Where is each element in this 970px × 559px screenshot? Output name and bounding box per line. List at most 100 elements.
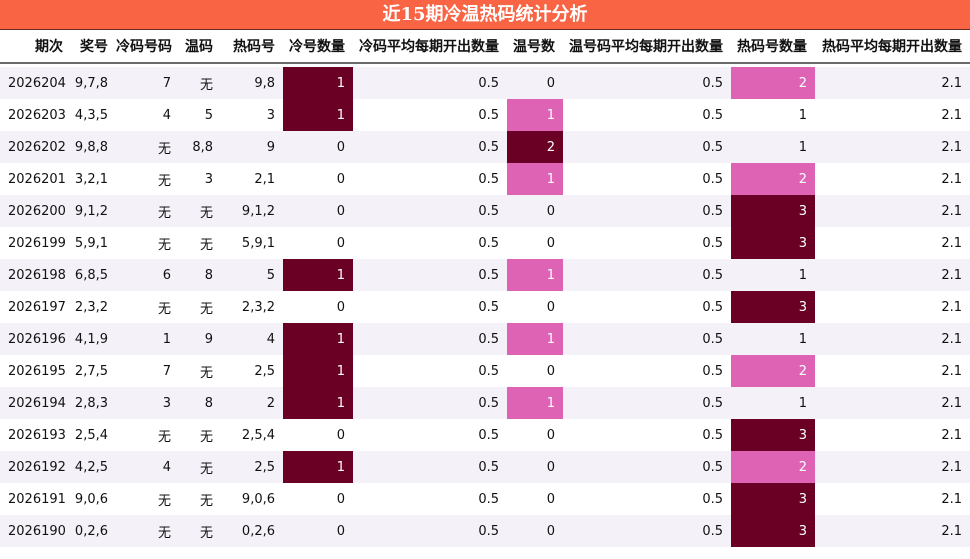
warm-avg-cell: 0.5 — [563, 227, 731, 259]
warm-count-cell: 0 — [507, 291, 563, 323]
award-cell: 9,8,8 — [71, 131, 116, 163]
table-row[interactable]: 2026191 9,0,6 无无 9,0,6 0 0.5 0 0.5 3 2.1 — [0, 483, 970, 515]
hot-numbers-cell: 9 — [221, 131, 283, 163]
table-body: 2026204 9,7,8 7 无 9,8 1 0.5 0 0.5 2 2.1 2026203 4,3,… — [0, 63, 970, 547]
warm-avg-cell: 0.5 — [563, 67, 731, 99]
cold-count-cell: 1 — [283, 99, 353, 131]
period-cell: 2026204 — [0, 67, 71, 99]
hot-avg-cell: 2.1 — [815, 387, 970, 419]
hot-numbers-cell: 2 — [221, 387, 283, 419]
warm-avg-cell: 0.5 — [563, 131, 731, 163]
hot-count-cell: 1 — [731, 323, 815, 355]
period-cell: 2026194 — [0, 387, 71, 419]
warm-count-cell: 0 — [507, 419, 563, 451]
hot-numbers-cell: 9,0,6 — [221, 483, 283, 515]
header-hot-numbers[interactable]: 热码号 — [221, 30, 283, 64]
table-row[interactable]: 2026198 6,8,5 6 8 5 1 0.5 1 0.5 1 2.1 — [0, 259, 970, 291]
hot-numbers-cell: 5,9,1 — [221, 227, 283, 259]
table-row[interactable]: 2026195 2,7,5 7 无 2,5 1 0.5 0 0.5 2 2.1 — [0, 355, 970, 387]
table-row[interactable]: 2026202 9,8,8 无 8,8 9 0 0.5 2 0.5 1 2.1 — [0, 131, 970, 163]
table-row[interactable]: 2026204 9,7,8 7 无 9,8 1 0.5 0 0.5 2 2.1 — [0, 67, 970, 99]
hot-numbers-cell: 0,2,6 — [221, 515, 283, 547]
warm-numbers-cell: 5 — [179, 99, 221, 131]
hot-avg-cell: 2.1 — [815, 451, 970, 483]
table-row[interactable]: 2026201 3,2,1 无 3 2,1 0 0.5 1 0.5 2 2.1 — [0, 163, 970, 195]
hot-avg-cell: 2.1 — [815, 323, 970, 355]
cold-numbers-cell: 无 — [116, 227, 179, 259]
award-cell: 2,8,3 — [71, 387, 116, 419]
cold-avg-cell: 0.5 — [353, 291, 507, 323]
period-cell: 2026191 — [0, 483, 71, 515]
warm-count-cell: 0 — [507, 195, 563, 227]
table-row[interactable]: 2026197 2,3,2 无无 2,3,2 0 0.5 0 0.5 3 2.1 — [0, 291, 970, 323]
table-row[interactable]: 2026192 4,2,5 4 无 2,5 1 0.5 0 0.5 2 2.1 — [0, 451, 970, 483]
header-award[interactable]: 奖号 — [71, 30, 116, 64]
award-cell: 2,3,2 — [71, 291, 116, 323]
hot-numbers-cell: 4 — [221, 323, 283, 355]
warm-count-cell: 1 — [507, 323, 563, 355]
table-row[interactable]: 2026199 5,9,1 无无 5,9,1 0 0.5 0 0.5 3 2.1 — [0, 227, 970, 259]
hot-count-cell: 3 — [731, 227, 815, 259]
table-row[interactable]: 2026194 2,8,3 3 8 2 1 0.5 1 0.5 1 2.1 — [0, 387, 970, 419]
table-row[interactable]: 2026203 4,3,5 4 5 3 1 0.5 1 0.5 1 2.1 — [0, 99, 970, 131]
table-row[interactable]: 2026200 9,1,2 无无 9,1,2 0 0.5 0 0.5 3 2.1 — [0, 195, 970, 227]
award-cell: 0,2,6 — [71, 515, 116, 547]
header-hot-count[interactable]: 热码号数量 — [731, 30, 815, 64]
header-cold-avg[interactable]: 冷码平均每期开出数量 — [353, 30, 507, 64]
warm-count-cell: 2 — [507, 131, 563, 163]
hot-avg-cell: 2.1 — [815, 259, 970, 291]
table-row[interactable]: 2026196 4,1,9 1 9 4 1 0.5 1 0.5 1 2.1 — [0, 323, 970, 355]
award-cell: 9,0,6 — [71, 483, 116, 515]
award-cell: 9,1,2 — [71, 195, 116, 227]
cold-count-cell: 0 — [283, 195, 353, 227]
header-cold-count[interactable]: 冷号数量 — [283, 30, 353, 64]
cold-count-cell: 1 — [283, 323, 353, 355]
cold-count-cell: 0 — [283, 483, 353, 515]
header-warm-avg[interactable]: 温号码平均每期开出数量 — [563, 30, 731, 64]
warm-numbers-cell: 无 — [179, 227, 221, 259]
header-period[interactable]: 期次 — [0, 30, 71, 64]
hot-numbers-cell: 5 — [221, 259, 283, 291]
hot-numbers-cell: 9,1,2 — [221, 195, 283, 227]
warm-avg-cell: 0.5 — [563, 323, 731, 355]
cold-count-cell: 1 — [283, 451, 353, 483]
warm-numbers-cell: 无 — [179, 451, 221, 483]
header-warm-count[interactable]: 温号数 — [507, 30, 563, 64]
period-cell: 2026195 — [0, 355, 71, 387]
warm-numbers-cell: 无 — [179, 419, 221, 451]
warm-count-cell: 1 — [507, 163, 563, 195]
period-cell: 2026201 — [0, 163, 71, 195]
hot-avg-cell: 2.1 — [815, 131, 970, 163]
cold-count-cell: 0 — [283, 515, 353, 547]
header-spacer — [0, 63, 970, 67]
cold-numbers-cell: 1 — [116, 323, 179, 355]
cold-avg-cell: 0.5 — [353, 131, 507, 163]
cold-avg-cell: 0.5 — [353, 483, 507, 515]
cold-avg-cell: 0.5 — [353, 67, 507, 99]
hot-avg-cell: 2.1 — [815, 515, 970, 547]
period-cell: 2026200 — [0, 195, 71, 227]
hot-count-cell: 2 — [731, 163, 815, 195]
header-hot-avg[interactable]: 热码平均每期开出数量 — [815, 30, 970, 64]
header-warm-numbers[interactable]: 温码 — [179, 30, 221, 64]
cold-count-cell: 0 — [283, 291, 353, 323]
cold-numbers-cell: 7 — [116, 67, 179, 99]
table-row[interactable]: 2026190 0,2,6 无无 0,2,6 0 0.5 0 0.5 3 2.1 — [0, 515, 970, 547]
cold-numbers-cell: 无 — [116, 419, 179, 451]
cold-count-cell: 1 — [283, 67, 353, 99]
cold-avg-cell: 0.5 — [353, 451, 507, 483]
hot-avg-cell: 2.1 — [815, 163, 970, 195]
warm-count-cell: 1 — [507, 259, 563, 291]
award-cell: 3,2,1 — [71, 163, 116, 195]
period-cell: 2026190 — [0, 515, 71, 547]
header-cold-numbers[interactable]: 冷码号码 — [116, 30, 179, 64]
warm-numbers-cell: 8,8 — [179, 131, 221, 163]
hot-numbers-cell: 2,1 — [221, 163, 283, 195]
spacer-cell — [0, 63, 970, 67]
warm-count-cell: 0 — [507, 483, 563, 515]
hot-avg-cell: 2.1 — [815, 195, 970, 227]
table-row[interactable]: 2026193 2,5,4 无无 2,5,4 0 0.5 0 0.5 3 2.1 — [0, 419, 970, 451]
award-cell: 2,7,5 — [71, 355, 116, 387]
hot-count-cell: 2 — [731, 355, 815, 387]
hot-numbers-cell: 2,5 — [221, 451, 283, 483]
